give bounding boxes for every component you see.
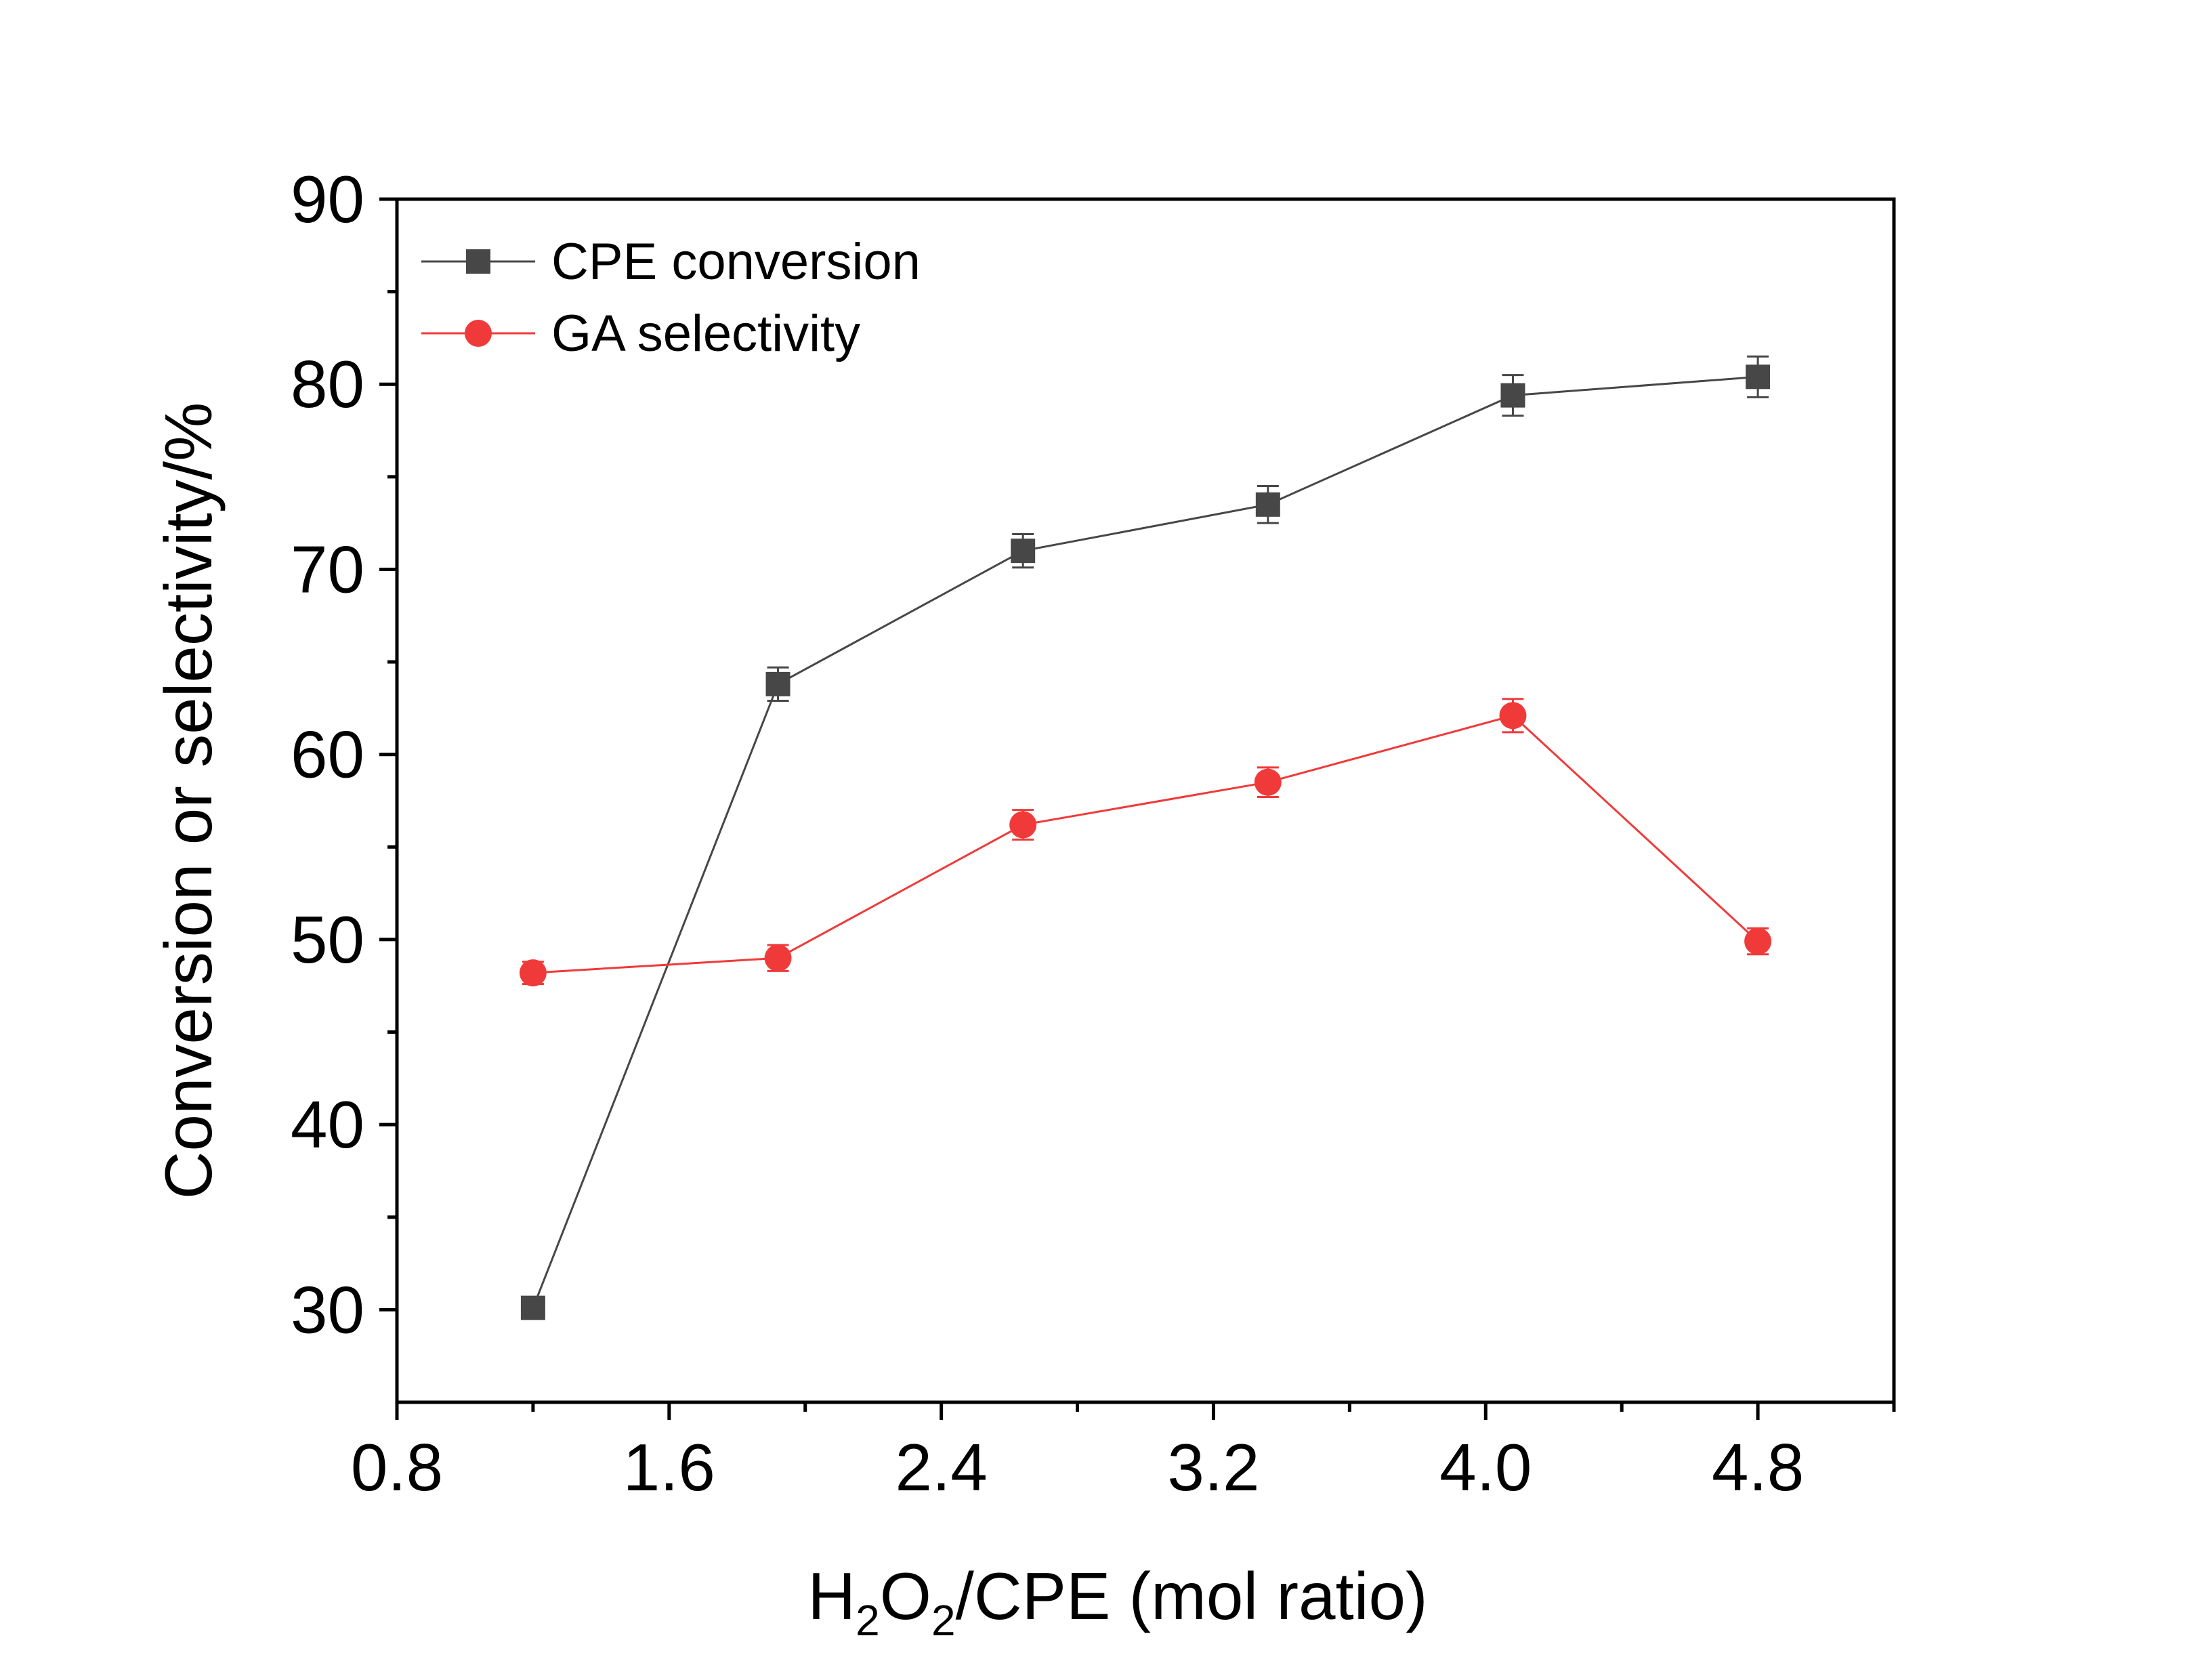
legend-marker-ga — [465, 320, 492, 347]
data-point-ga — [519, 959, 547, 987]
data-point-cpe — [520, 1295, 545, 1320]
data-point-ga — [764, 944, 792, 972]
series-line-cpe — [532, 375, 1758, 1309]
x-tick-label: 3.2 — [1167, 1430, 1259, 1505]
x-tick-label: 2.4 — [895, 1430, 988, 1505]
x-tick-label: 0.8 — [351, 1430, 443, 1505]
y-tick-label: 90 — [291, 162, 364, 236]
legend: CPE conversion GA selectivity — [421, 233, 921, 362]
data-point-cpe — [1500, 383, 1525, 408]
y-tick-label: 70 — [291, 532, 364, 606]
legend-label-cpe: CPE conversion — [551, 233, 921, 291]
x-axis-title: H2O2/CPE (mol ratio) — [807, 1559, 1427, 1645]
data-point-cpe — [1255, 492, 1280, 517]
x-tick-label: 1.6 — [623, 1430, 715, 1505]
series-line-ga — [532, 714, 1759, 974]
x-axis-title-rest: /CPE (mol ratio) — [956, 1559, 1428, 1633]
x-tick-label: 4.0 — [1439, 1430, 1532, 1505]
data-point-cpe — [1011, 539, 1036, 564]
data-point-cpe — [1746, 364, 1771, 390]
legend-marker-cpe — [466, 249, 490, 274]
y-tick-label: 80 — [291, 347, 364, 421]
x-tick-label: 4.8 — [1712, 1430, 1804, 1505]
y-tick-label: 50 — [291, 902, 364, 977]
data-point-ga — [1744, 927, 1772, 955]
axis-ticks: 0.8 1.6 2.4 3.2 4.0 4.8 30 40 50 60 70 80 90 — [291, 162, 1896, 1505]
plot-area — [519, 355, 1772, 1320]
y-tick-label: 40 — [291, 1087, 364, 1162]
y-axis-title: Conversion or selectivity/% — [151, 402, 226, 1199]
data-point-ga — [1499, 702, 1527, 730]
data-point-cpe — [765, 671, 791, 696]
x-axis-title-sub2: 2 — [931, 1596, 956, 1645]
x-axis-title-o: O — [880, 1559, 931, 1633]
data-point-ga — [1254, 768, 1282, 796]
legend-label-ga: GA selectivity — [551, 305, 860, 362]
y-tick-label: 60 — [291, 717, 364, 792]
x-axis-title-h: H — [807, 1559, 856, 1633]
x-axis-title-sub1: 2 — [856, 1596, 880, 1645]
y-tick-label: 30 — [291, 1272, 364, 1347]
plot-frame — [395, 197, 1896, 1404]
data-point-ga — [1009, 811, 1037, 839]
